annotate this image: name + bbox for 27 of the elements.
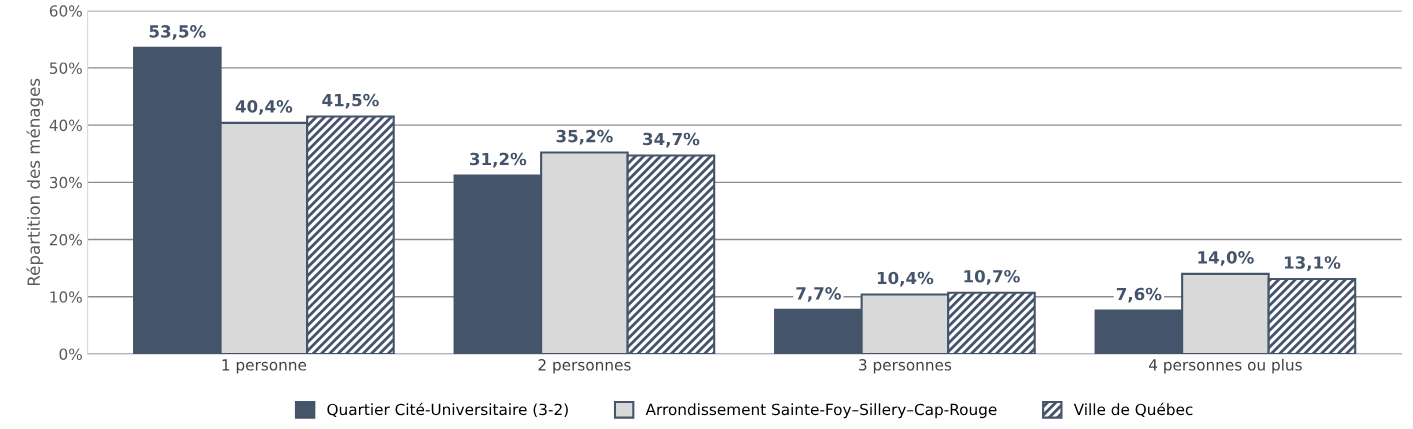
data-label: 53,5% bbox=[149, 25, 206, 40]
y-tick-label: 30% bbox=[49, 176, 82, 189]
data-label: 41,5% bbox=[322, 93, 379, 109]
legend-label: Ville de Québec bbox=[1073, 402, 1193, 417]
y-tick-label: 20% bbox=[49, 233, 82, 246]
data-label: 7,6% bbox=[1116, 287, 1162, 303]
legend-label: Quartier Cité-Universitaire (3-2) bbox=[327, 402, 568, 417]
data-label: 14,0% bbox=[1198, 251, 1254, 266]
x-tick-label: 2 personnes bbox=[538, 359, 631, 374]
legend-label: Arrondissement Sainte-Foy–Sillery–Cap-Rouge bbox=[645, 403, 997, 419]
data-label: 34,7% bbox=[643, 132, 700, 148]
y-tick-label: 60% bbox=[49, 5, 82, 17]
y-tick-label: 50% bbox=[49, 62, 82, 74]
data-label: 35,2% bbox=[556, 129, 613, 145]
x-tick-label: 1 personne bbox=[222, 359, 307, 374]
x-tick-label: 3 personnes bbox=[859, 359, 952, 374]
data-label: 7,7% bbox=[796, 287, 841, 302]
data-label: 13,1% bbox=[1284, 256, 1341, 271]
y-tick-label: 0% bbox=[59, 348, 82, 360]
data-label: 10,4% bbox=[877, 271, 934, 287]
data-label: 10,7% bbox=[964, 269, 1020, 285]
y-tick-label: 40% bbox=[49, 119, 82, 132]
data-label: 40,4% bbox=[235, 100, 293, 115]
y-tick-label: 10% bbox=[50, 291, 82, 303]
y-axis-title: Répartition des ménages bbox=[26, 78, 44, 286]
x-tick-label: 4 personnes ou plus bbox=[1149, 358, 1302, 374]
data-label: 31,2% bbox=[470, 152, 527, 168]
